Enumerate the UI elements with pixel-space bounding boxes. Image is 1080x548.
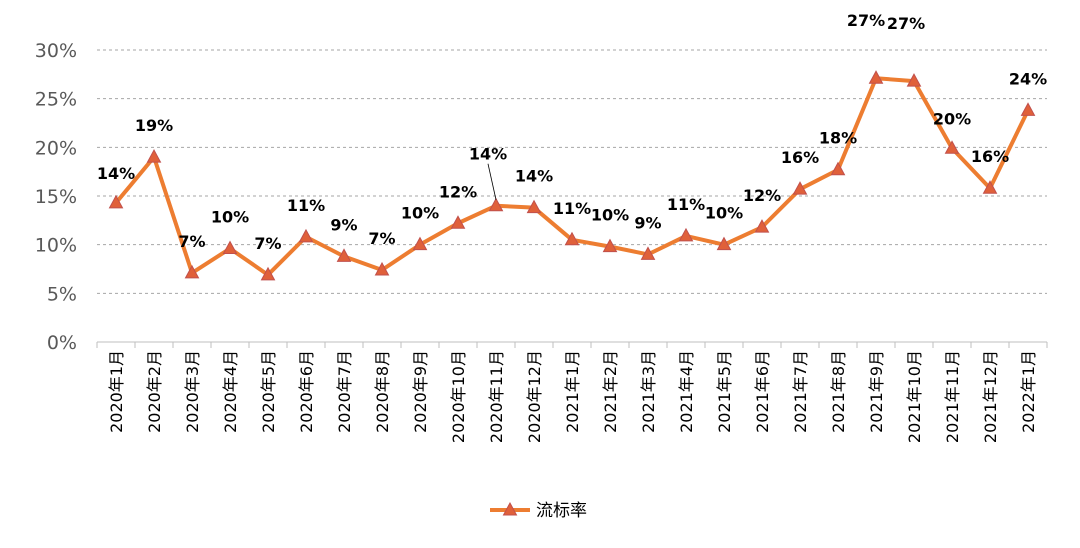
data-label: 14% — [97, 164, 135, 183]
data-point — [298, 228, 314, 243]
x-tick-label: 2022年1月 — [1019, 350, 1038, 433]
data-label: 10% — [211, 208, 249, 227]
data-label: 27% — [847, 11, 885, 30]
data-point — [868, 70, 884, 84]
x-tick-label: 2021年10月 — [905, 350, 924, 443]
data-point — [1020, 102, 1036, 116]
y-tick-label: 5% — [47, 283, 77, 305]
data-label: 12% — [439, 182, 477, 201]
data-label: 16% — [971, 147, 1009, 166]
y-tick-label: 10% — [35, 235, 77, 257]
data-label: 9% — [330, 215, 357, 234]
data-point — [374, 261, 390, 276]
data-point — [754, 219, 770, 233]
x-tick-label: 2020年11月 — [487, 350, 506, 443]
y-axis: 0% 5% 10% 15% 20% 25% 30% — [35, 40, 77, 354]
data-point — [678, 227, 694, 242]
x-tick-label: 2021年3月 — [639, 350, 658, 433]
data-point — [982, 180, 998, 194]
data-label: 27% — [887, 14, 925, 33]
x-axis: 2020年1月 2020年2月 2020年3月 2020年4月 2020年5月 2020年… — [96, 341, 1048, 443]
x-tick-label: 2021年11月 — [943, 350, 962, 443]
data-label: 11% — [667, 195, 705, 214]
x-tick-label: 2020年4月 — [221, 350, 240, 433]
x-tick-label: 2020年6月 — [297, 350, 316, 433]
legend-marker — [502, 501, 518, 516]
x-tick-label: 2020年5月 — [259, 350, 278, 433]
x-tick-label: 2021年8月 — [829, 350, 848, 433]
x-tick-label: 2020年10月 — [449, 350, 468, 443]
data-point — [906, 73, 922, 87]
data-label: 10% — [401, 204, 439, 223]
data-label: 19% — [135, 116, 173, 135]
data-label: 9% — [634, 213, 661, 232]
x-tick-label: 2020年1月 — [107, 350, 126, 433]
y-tick-label: 0% — [47, 332, 77, 354]
x-tick-label: 2021年1月 — [563, 350, 582, 433]
x-tick-label: 2020年12月 — [525, 350, 544, 443]
data-label: 18% — [819, 129, 857, 148]
data-point — [184, 264, 200, 279]
leader-line — [487, 163, 497, 200]
data-label: 14% — [515, 167, 553, 186]
data-label: 11% — [287, 196, 325, 215]
data-point — [792, 181, 808, 195]
x-tick-label: 2021年4月 — [677, 350, 696, 433]
data-point — [108, 194, 124, 209]
legend: 流标率 — [490, 501, 587, 521]
data-label: 10% — [591, 206, 629, 225]
data-point — [336, 248, 352, 262]
x-tick-label: 2021年7月 — [791, 350, 810, 433]
y-tick-label: 25% — [35, 89, 77, 111]
data-label: 7% — [368, 229, 395, 248]
x-tick-label: 2020年7月 — [335, 350, 354, 433]
x-tick-label: 2021年12月 — [981, 350, 1000, 443]
data-labels: 14%19%7%10%7%11%9%7%10%12%14%14%11% 10% 9%… — [97, 11, 1047, 253]
y-tick-label: 20% — [35, 137, 77, 159]
data-point — [830, 161, 846, 176]
x-tick-label: 2021年9月 — [867, 350, 886, 433]
data-label: 11% — [553, 199, 591, 218]
data-point — [716, 236, 732, 251]
x-tick-label: 2021年2月 — [601, 350, 620, 433]
data-point — [526, 199, 542, 214]
data-label: 24% — [1009, 69, 1047, 88]
data-label: 20% — [933, 109, 971, 128]
x-tick-label: 2021年5月 — [715, 350, 734, 433]
data-point — [412, 236, 428, 251]
y-tick-label: 30% — [35, 40, 77, 62]
data-point — [146, 149, 162, 163]
legend-label: 流标率 — [536, 501, 587, 521]
x-tick-label: 2020年2月 — [145, 350, 164, 433]
data-point — [260, 266, 276, 281]
data-point — [602, 238, 618, 253]
x-tick-label: 2021年6月 — [753, 350, 772, 433]
series-line — [114, 76, 1030, 277]
data-point — [450, 215, 466, 229]
y-tick-label: 15% — [35, 186, 77, 208]
data-label: 14% — [469, 145, 507, 164]
data-label: 7% — [254, 234, 281, 253]
data-point — [944, 140, 960, 154]
series — [108, 70, 1036, 281]
x-tick-label: 2020年8月 — [373, 350, 392, 433]
data-point — [564, 231, 580, 246]
data-label: 16% — [781, 148, 819, 167]
data-label: 7% — [178, 232, 205, 251]
x-tick-label: 2020年3月 — [183, 350, 202, 433]
data-label: 12% — [743, 186, 781, 205]
data-point — [222, 240, 238, 255]
data-point — [640, 246, 656, 260]
x-tick-label: 2020年9月 — [411, 350, 430, 433]
data-point — [488, 197, 504, 212]
data-label: 10% — [705, 204, 743, 223]
